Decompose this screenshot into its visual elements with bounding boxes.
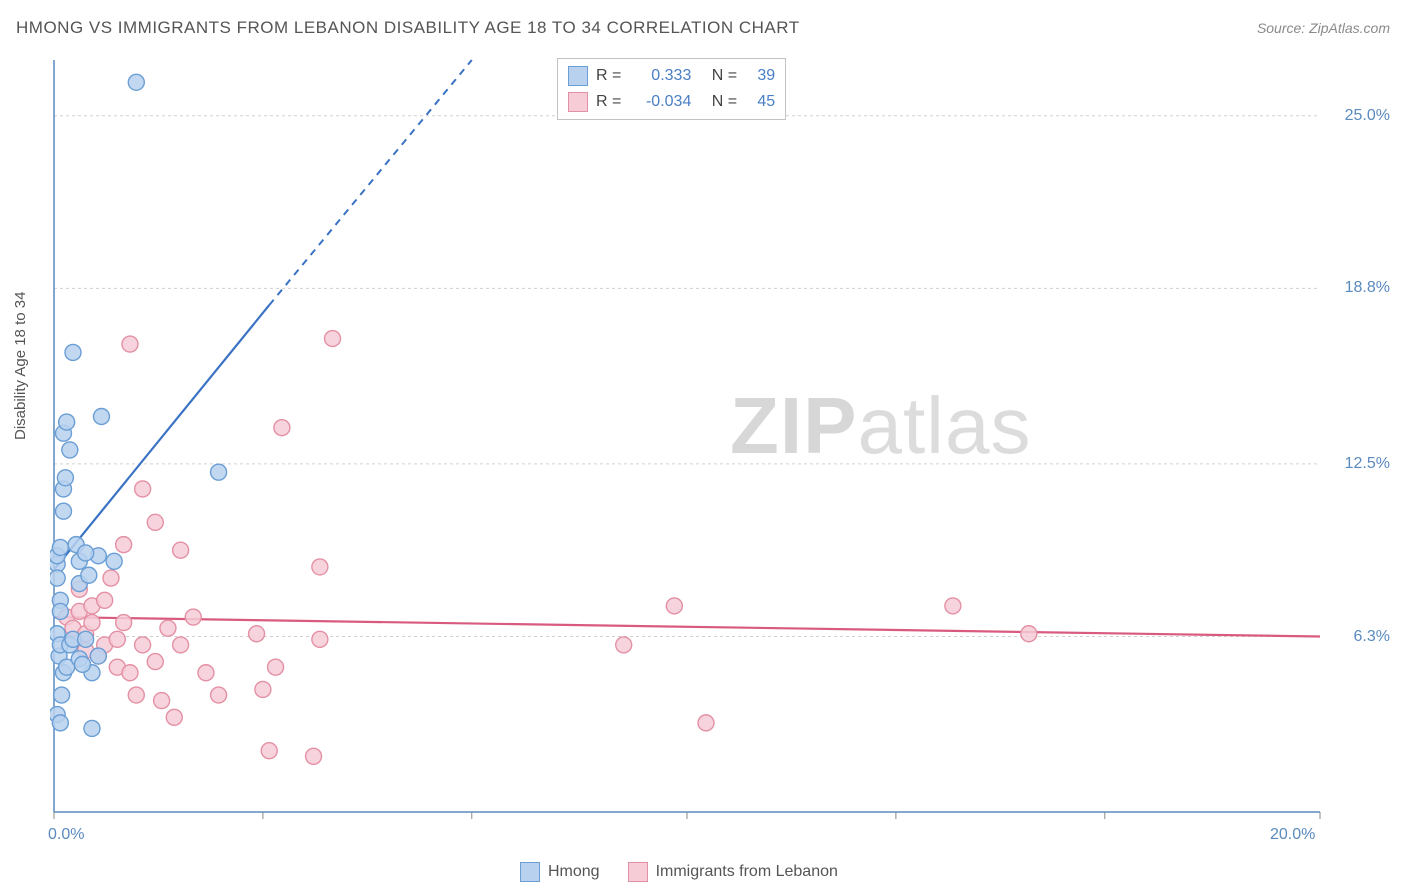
x-tick-label: 0.0%: [48, 826, 84, 844]
lebanon-r-value: -0.034: [629, 89, 691, 115]
title-bar: HMONG VS IMMIGRANTS FROM LEBANON DISABIL…: [16, 18, 1390, 38]
legend-item-lebanon: Immigrants from Lebanon: [628, 862, 838, 882]
chart-title: HMONG VS IMMIGRANTS FROM LEBANON DISABIL…: [16, 18, 800, 38]
legend-item-hmong: Hmong: [520, 862, 600, 882]
scatter-chart-svg: [50, 54, 1380, 834]
y-tick-label: 12.5%: [1345, 455, 1390, 473]
x-tick-label: 20.0%: [1270, 826, 1315, 844]
hmong-swatch-icon: [520, 862, 540, 882]
hmong-legend-label: Hmong: [548, 863, 600, 881]
hmong-swatch-icon: [568, 66, 588, 86]
y-axis-label: Disability Age 18 to 34: [12, 292, 29, 440]
correlation-stats-box: R = 0.333 N = 39 R = -0.034 N = 45: [557, 58, 786, 120]
y-tick-label: 6.3%: [1354, 628, 1390, 646]
hmong-r-value: 0.333: [629, 63, 691, 89]
r-label: R =: [596, 89, 621, 115]
stats-row-lebanon: R = -0.034 N = 45: [568, 89, 775, 115]
stats-row-hmong: R = 0.333 N = 39: [568, 63, 775, 89]
y-tick-label: 25.0%: [1345, 107, 1390, 125]
n-label: N =: [712, 63, 737, 89]
n-label: N =: [712, 89, 737, 115]
y-tick-label: 18.8%: [1345, 279, 1390, 297]
r-label: R =: [596, 63, 621, 89]
lebanon-swatch-icon: [568, 92, 588, 112]
plot-area: [50, 54, 1380, 834]
legend: Hmong Immigrants from Lebanon: [520, 862, 838, 882]
hmong-n-value: 39: [745, 63, 775, 89]
lebanon-swatch-icon: [628, 862, 648, 882]
source-attribution: Source: ZipAtlas.com: [1257, 20, 1390, 36]
lebanon-legend-label: Immigrants from Lebanon: [656, 863, 838, 881]
lebanon-n-value: 45: [745, 89, 775, 115]
